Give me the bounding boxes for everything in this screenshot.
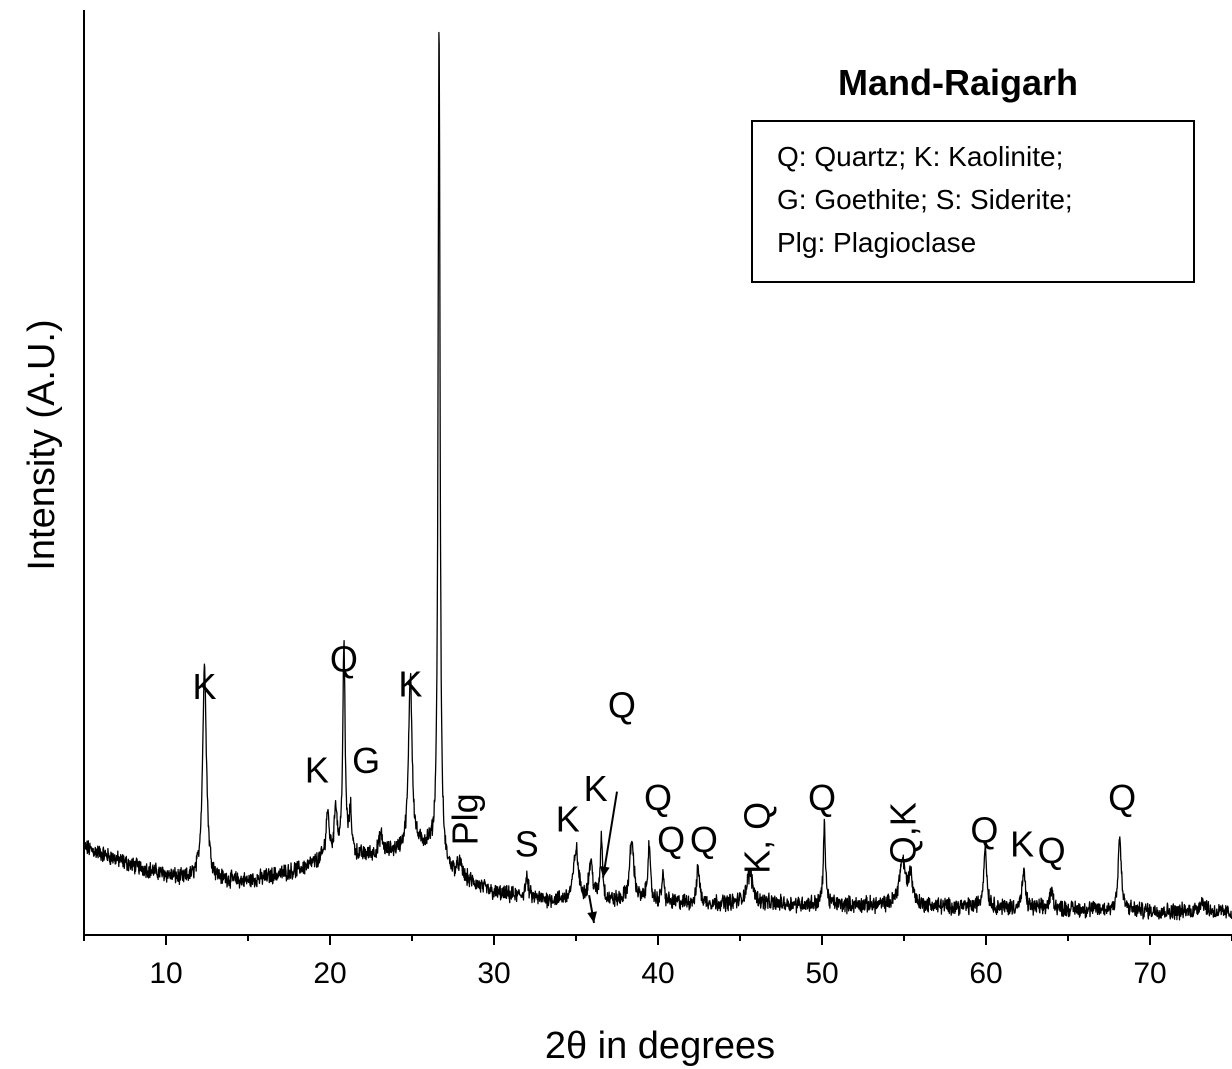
peak-label: K <box>193 666 217 707</box>
plot-area <box>83 31 1232 921</box>
peak-label: K <box>305 749 329 790</box>
x-tick-label: 40 <box>641 957 674 990</box>
legend: Q: Quartz; K: Kaolinite; G: Goethite; S: … <box>751 120 1195 283</box>
legend-entry: Q: Quartz; K: Kaolinite; <box>777 141 1063 172</box>
peak-label: Q <box>657 819 685 860</box>
peak-label: K <box>584 768 608 809</box>
x-tick-label: 60 <box>969 957 1002 990</box>
legend-entry: Plg: Plagioclase <box>777 227 976 258</box>
legend-box <box>751 120 1195 283</box>
annotation-arrow-head <box>587 911 597 923</box>
peak-label: Q,K <box>882 802 923 864</box>
x-tick-label: 20 <box>313 957 346 990</box>
legend-entry: G: Goethite; S: Siderite; <box>777 184 1073 215</box>
x-axis-title: 2θ in degrees <box>545 1025 775 1067</box>
peak-label: K, Q <box>737 802 778 874</box>
peak-label: G <box>352 740 380 781</box>
x-tick-label: 50 <box>805 957 838 990</box>
y-axis-title: Intensity (A.U.) <box>21 319 63 570</box>
peak-label: K <box>398 663 422 704</box>
peak-label: Q <box>808 777 836 818</box>
peak-label: K <box>1010 823 1034 864</box>
xrd-series-line <box>83 31 1232 921</box>
chart-title: Mand-Raigarh <box>838 62 1078 103</box>
x-tick-label: 10 <box>149 957 182 990</box>
annotation-arrow-shaft <box>602 791 618 878</box>
x-tick-label: 30 <box>477 957 510 990</box>
x-tick-label: 70 <box>1133 957 1166 990</box>
peak-label: Q <box>330 638 358 679</box>
peak-label: Q <box>970 810 998 851</box>
peak-label: Q <box>1038 830 1066 871</box>
peak-label: Q <box>1108 777 1136 818</box>
peak-label: Q <box>644 777 672 818</box>
peak-label: Plg <box>445 793 486 845</box>
peak-label: S <box>515 823 539 864</box>
peak-label: K <box>556 798 580 839</box>
peak-label: Q <box>690 819 718 860</box>
peak-label: Q <box>608 685 636 726</box>
annotation-arrow-head <box>599 866 610 878</box>
axes: 10 20 30 40 50 60 70 <box>83 10 1232 990</box>
